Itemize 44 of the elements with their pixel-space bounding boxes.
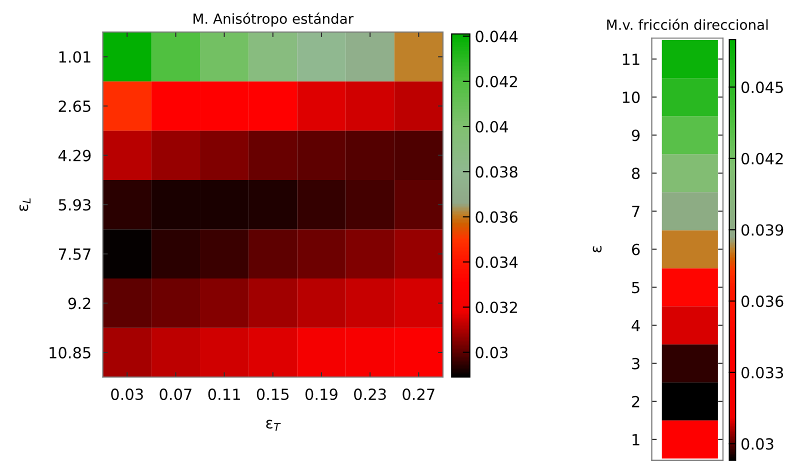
- x-tick-label: 0.19: [305, 388, 338, 400]
- y-tick-label: 5.93: [58, 199, 90, 211]
- chart-title: M.v. fricción direccional: [607, 18, 768, 30]
- color-bar-label: 0.04: [476, 120, 508, 133]
- x-tick-label: 0.27: [402, 388, 434, 400]
- y-tick-label: 9: [632, 130, 640, 142]
- y-tick-label: 4: [632, 320, 640, 332]
- y-axis-title: ε$_{L}$: [19, 198, 30, 212]
- color-bar-label: 0.03: [476, 346, 508, 358]
- y-tick-label: 2: [632, 396, 640, 408]
- color-bar-label: 0.039: [742, 224, 784, 236]
- y-tick-label: 2.65: [58, 100, 90, 112]
- y-tick-label: 4.29: [58, 150, 91, 162]
- x-tick-label: 0.23: [354, 388, 386, 400]
- y-tick-label: 10: [622, 92, 640, 104]
- y-tick-label: 8: [632, 168, 640, 180]
- color-bar-label: 0.03: [742, 438, 774, 450]
- y-tick-label: 7: [632, 206, 640, 218]
- y-tick-label: 5: [632, 282, 640, 294]
- color-bar-label: 0.044: [476, 30, 518, 42]
- color-bar-label: 0.042: [742, 152, 783, 164]
- y-tick-label: 11: [622, 54, 640, 65]
- x-axis-title: ε$_{T}$: [266, 420, 281, 431]
- color-bar-label: 0.045: [742, 82, 783, 94]
- y-tick-label: 10.85: [50, 346, 90, 358]
- color-bar-label: 0.036: [742, 296, 784, 308]
- y-tick-label: 3: [632, 358, 640, 370]
- y-tick-label: 9.2: [68, 298, 90, 310]
- color-bar-label: 0.033: [742, 366, 784, 378]
- y-tick-label: 6: [632, 244, 640, 256]
- color-bar-label: 0.032: [476, 302, 517, 314]
- chart-title: M. Anisótropo estándar: [194, 12, 354, 27]
- x-tick-label: 0.11: [208, 388, 240, 400]
- x-tick-label: 0.07: [160, 388, 192, 400]
- color-bar-label: 0.042: [476, 76, 517, 88]
- color-bar-label: 0.034: [476, 256, 518, 268]
- y-tick-label: 1.01: [59, 51, 90, 63]
- color-bar-label: 0.038: [476, 166, 518, 178]
- y-tick-label: 7.57: [58, 248, 90, 260]
- y-tick-label: 1: [632, 434, 640, 446]
- y-axis-title: ε: [592, 246, 602, 252]
- x-tick-label: 0.15: [256, 388, 289, 400]
- color-bar-label: 0.036: [476, 211, 518, 223]
- x-tick-label: 0.03: [111, 388, 143, 400]
